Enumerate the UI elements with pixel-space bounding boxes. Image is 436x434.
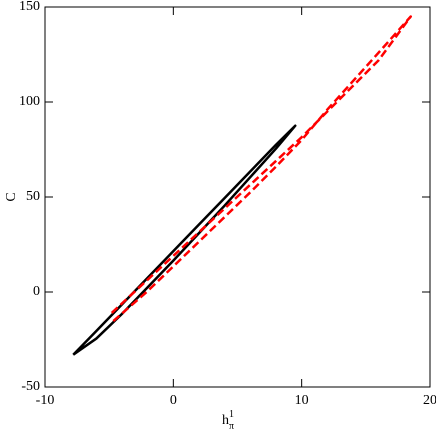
y-tick-label: 100 (19, 94, 40, 109)
x-tick-label: -10 (36, 393, 55, 408)
series-line (110, 15, 412, 324)
y-tick-label: -50 (21, 379, 40, 394)
x-axis-label: h1 π (222, 409, 234, 432)
x-axis-label-base: h (222, 413, 229, 428)
y-tick-label: 0 (33, 284, 40, 299)
x-axis-label-sub: π (229, 421, 234, 432)
x-tick-label: 20 (423, 393, 436, 408)
x-tick-label: 10 (295, 393, 309, 408)
y-axis-label: C (4, 192, 19, 201)
y-tick-label: 150 (19, 0, 40, 14)
x-axis-label-sup: 1 (229, 409, 234, 420)
y-tick-label: 50 (26, 189, 40, 204)
x-tick-label: 0 (170, 393, 177, 408)
series-line (72, 124, 297, 356)
